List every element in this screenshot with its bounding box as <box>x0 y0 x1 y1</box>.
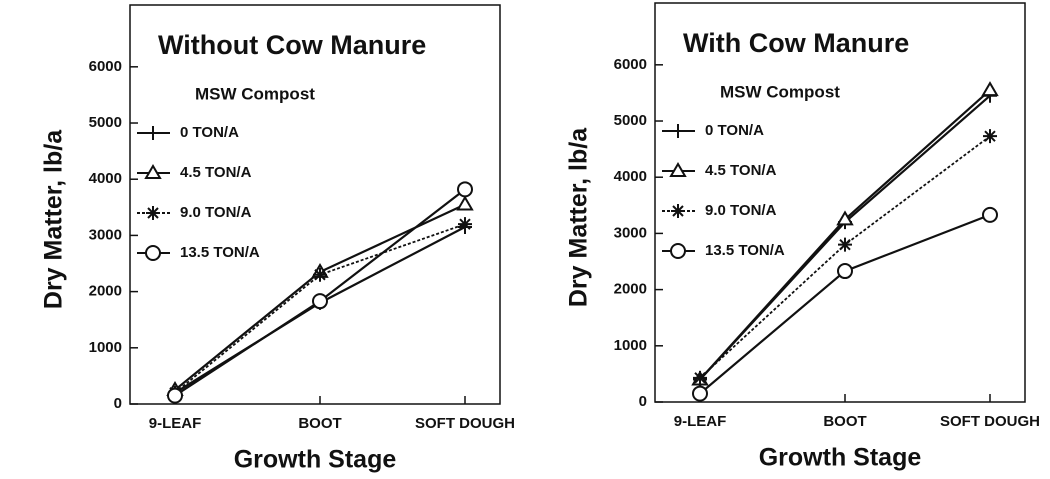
x-tick-label: 9-LEAF <box>149 415 202 432</box>
x-axis-label: Growth Stage <box>234 446 397 474</box>
chart: 0 1000 2000 3000 4000 5000 6000 9-LEAF BOOT SOFT … <box>565 2 1040 472</box>
chart-title: Without Cow Manure <box>158 30 426 60</box>
legend-label: 13.5 TON/A <box>180 244 260 261</box>
legend-label: 9.0 TON/A <box>180 204 252 221</box>
legend-label: 4.5 TON/A <box>705 162 777 179</box>
legend-label: 0 TON/A <box>705 122 764 139</box>
legend-marker <box>671 124 685 138</box>
plot-frame <box>129 4 501 405</box>
x-axis-label: Growth Stage <box>759 444 922 472</box>
marker <box>456 195 474 211</box>
y-tick-label: 2000 <box>614 281 647 298</box>
y-tick-label: 0 <box>639 393 647 410</box>
y-tick-label: 3000 <box>89 226 122 243</box>
y-tick-label: 0 <box>114 395 122 412</box>
legend-marker <box>671 204 685 218</box>
marker <box>458 217 472 232</box>
y-tick-label: 1000 <box>89 339 122 356</box>
y-tick-label: 1000 <box>614 337 647 354</box>
legend-label: 0 TON/A <box>180 124 239 141</box>
y-tick-label: 3000 <box>614 224 647 241</box>
y-tick-label: 4000 <box>89 170 122 187</box>
legend-marker <box>146 126 160 140</box>
legend-label: 9.0 TON/A <box>705 202 777 219</box>
legend-title: MSW Compost <box>195 84 315 103</box>
marker <box>167 387 183 404</box>
y-axis-label: Dry Matter, lb/a <box>40 129 68 309</box>
legend-marker <box>144 164 162 179</box>
y-tick-label: 5000 <box>614 112 647 129</box>
x-tick-label: 9-LEAF <box>674 413 727 430</box>
chart-title: With Cow Manure <box>683 28 909 58</box>
marker <box>313 267 327 282</box>
y-tick-label: 4000 <box>614 168 647 185</box>
y-tick-label: 2000 <box>89 283 122 300</box>
legend-label: 13.5 TON/A <box>705 242 785 259</box>
marker <box>982 206 998 223</box>
y-tick-label: 6000 <box>89 58 122 75</box>
y-axis-label: Dry Matter, lb/a <box>565 127 593 307</box>
x-tick-label: BOOT <box>823 413 866 430</box>
x-tick-label: SOFT DOUGH <box>940 413 1040 430</box>
x-tick-label: BOOT <box>298 415 341 432</box>
marker <box>983 129 997 144</box>
x-tick-label: SOFT DOUGH <box>415 415 515 432</box>
marker <box>836 210 854 226</box>
legend-marker <box>146 206 160 220</box>
legend-marker <box>670 243 686 259</box>
plot-frame <box>654 2 1026 403</box>
marker <box>693 370 707 385</box>
legend-marker <box>145 245 161 261</box>
y-tick-label: 6000 <box>614 56 647 73</box>
chart: 0 1000 2000 3000 4000 5000 6000 9-LEAF BOOT SOFT … <box>40 4 515 474</box>
legend-label: 4.5 TON/A <box>180 164 252 181</box>
marker <box>837 263 853 280</box>
marker <box>692 385 708 402</box>
marker <box>838 237 852 252</box>
legend-title: MSW Compost <box>720 82 840 101</box>
marker <box>457 181 473 198</box>
legend-marker <box>669 162 687 177</box>
marker <box>981 81 999 97</box>
y-tick-label: 5000 <box>89 114 122 131</box>
marker <box>312 293 328 310</box>
